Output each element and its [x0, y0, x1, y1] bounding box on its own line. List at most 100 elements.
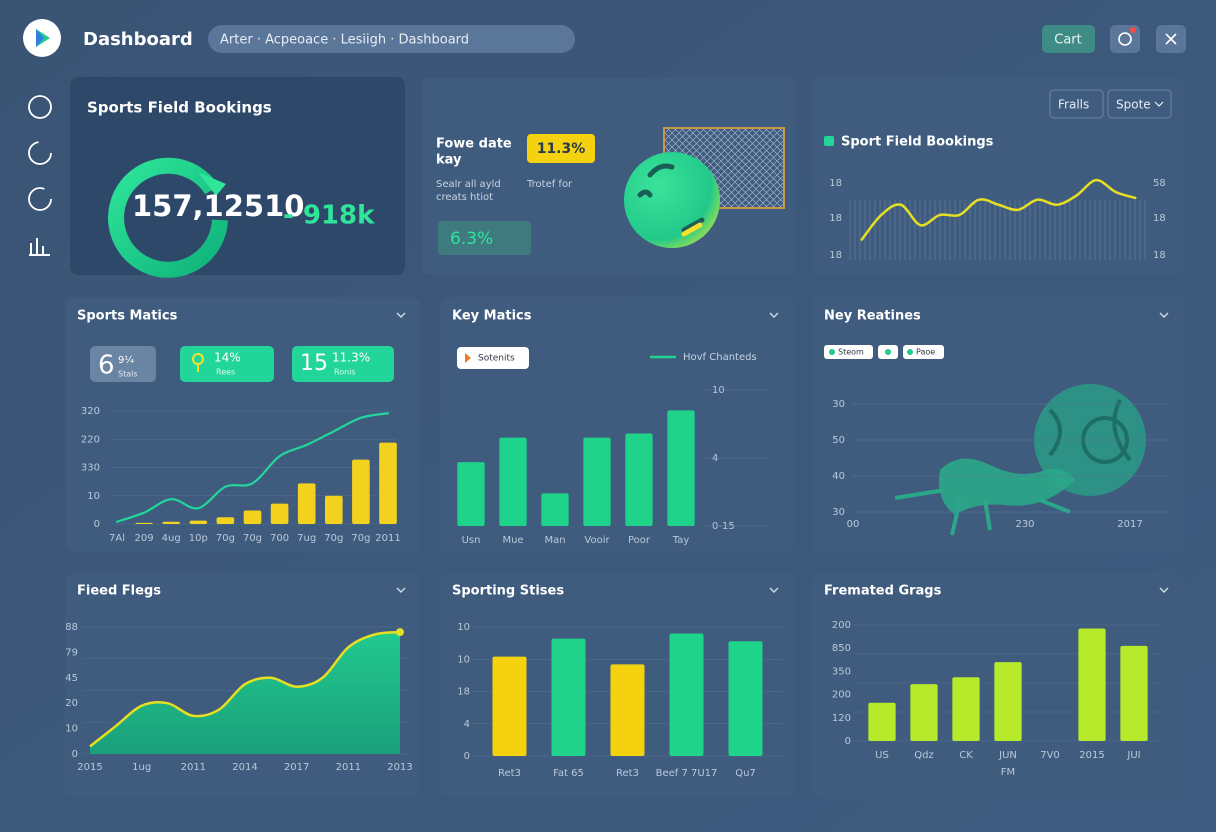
- axis-label: 4: [712, 453, 718, 464]
- axis-label: 120: [832, 713, 851, 724]
- x-tick-label: 70g: [243, 533, 262, 544]
- chevron[interactable]: [396, 312, 406, 318]
- x-tick-label: Ret3: [498, 768, 521, 779]
- stat-box: [90, 346, 156, 382]
- x-tick-label: 70g: [351, 533, 370, 544]
- bar: [135, 522, 153, 524]
- pill-dot: [829, 349, 835, 355]
- chevron[interactable]: [769, 587, 779, 593]
- filter-button[interactable]: [1107, 89, 1172, 119]
- bar: [583, 437, 611, 526]
- x-tick-label: 2015: [1079, 750, 1104, 761]
- pill[interactable]: [903, 345, 944, 359]
- delta: - 918k: [283, 201, 375, 231]
- stat-label: Ronis: [334, 368, 356, 377]
- axis-label: 18: [457, 687, 470, 698]
- card-title: Ney Reatines: [824, 309, 921, 324]
- cart-label: Cart: [1054, 33, 1082, 48]
- x-tick-label: 2011: [181, 762, 206, 773]
- axis-label: 45: [65, 673, 78, 684]
- axis-label: 30: [832, 507, 845, 518]
- axis-label: 0: [94, 519, 100, 530]
- stat-big: 15: [300, 351, 328, 376]
- chevron[interactable]: [396, 587, 406, 593]
- pill[interactable]: [824, 345, 873, 359]
- axis-label: 850: [832, 643, 851, 654]
- nav-icon[interactable]: [28, 141, 52, 165]
- bar: [492, 656, 527, 756]
- bar: [551, 638, 586, 756]
- x-tick-label: 2014: [232, 762, 257, 773]
- axis-label: 79: [65, 647, 78, 658]
- nav-icon[interactable]: [28, 95, 52, 119]
- bar: [216, 517, 235, 524]
- axis-label: 2017: [1117, 519, 1142, 530]
- chart-title: Sport Field Bookings: [841, 135, 994, 150]
- axis-label: 18: [829, 178, 842, 189]
- ball-pattern: [681, 222, 703, 237]
- chevron[interactable]: [1159, 312, 1169, 318]
- x-sublabel: FM: [1001, 767, 1015, 778]
- promo-title: kay: [436, 153, 462, 168]
- x-tick-label: 2013: [387, 762, 412, 773]
- card: [440, 297, 795, 552]
- bar: [189, 520, 208, 524]
- axis-label: 4: [464, 719, 470, 730]
- axis-label: 0-15: [712, 521, 735, 532]
- x-tick-label: 70g: [324, 533, 343, 544]
- axis-label: 200: [832, 620, 851, 631]
- axis-label: 0: [845, 736, 851, 747]
- x-tick-label: 2017: [284, 762, 309, 773]
- stat-value: 14%: [214, 351, 241, 365]
- promo-badge: [527, 134, 595, 163]
- filter-button[interactable]: [1049, 89, 1104, 119]
- nav-icon[interactable]: [28, 187, 52, 211]
- stat-box: [438, 221, 531, 255]
- chart-title: Fieed Flegs: [77, 584, 161, 599]
- x-tick-label: 700: [270, 533, 289, 544]
- x-tick-label: 209: [135, 533, 154, 544]
- axis-label: 320: [81, 406, 100, 417]
- chevron[interactable]: [769, 312, 779, 318]
- area: [90, 632, 400, 754]
- x-tick-label: 2015: [77, 762, 102, 773]
- bar: [625, 433, 653, 526]
- stat-label: Stals: [118, 370, 138, 379]
- bar: [610, 664, 645, 756]
- line: [115, 412, 390, 523]
- card-title: Sports Field Bookings: [87, 99, 272, 117]
- x-tick-label: 4ug: [162, 533, 181, 544]
- axis-label: 10: [65, 724, 78, 735]
- x-tick-label: 7V0: [1040, 750, 1060, 761]
- stat-text: 6.3%: [450, 229, 493, 249]
- chevrons: [396, 312, 1169, 593]
- promo-badge-text: 11.3%: [537, 141, 586, 157]
- legend-button[interactable]: [457, 347, 529, 369]
- axis-label: 18: [829, 250, 842, 261]
- x-tick-label: Man: [544, 535, 565, 546]
- axis-label: 58: [1153, 178, 1166, 189]
- cart-button[interactable]: [1042, 25, 1095, 53]
- bar: [270, 503, 289, 524]
- x-tick-label: Usn: [462, 535, 481, 546]
- bar: [952, 677, 980, 741]
- chevron[interactable]: [1159, 587, 1169, 593]
- axis-label: 18: [1153, 213, 1166, 224]
- nav-icon[interactable]: [29, 238, 50, 256]
- end-dot: [396, 628, 404, 637]
- promo-text: creats htiot: [436, 192, 493, 203]
- bar: [868, 702, 896, 741]
- axis-label: 88: [65, 622, 78, 633]
- pill-dot: [907, 349, 913, 355]
- x-tick-label: Qu7: [735, 768, 756, 779]
- legend-label: Sotenits: [478, 354, 515, 364]
- x-tick-label: Beef 7 7U17: [656, 768, 718, 779]
- breadcrumb[interactable]: [208, 25, 575, 53]
- button-label: Spote: [1116, 98, 1151, 112]
- stat-label: Rees: [216, 368, 235, 377]
- axis-label: 220: [81, 434, 100, 445]
- bar: [667, 410, 695, 526]
- pill-text: Paoe: [916, 348, 935, 357]
- icon: [1165, 33, 1177, 45]
